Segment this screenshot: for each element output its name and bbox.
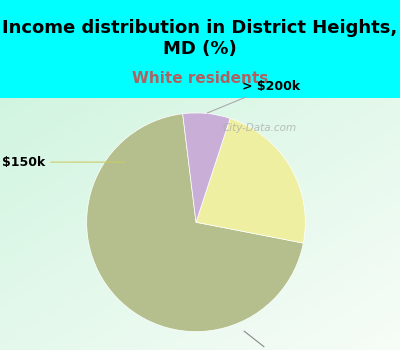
Wedge shape (183, 113, 230, 222)
Text: Income distribution in District Heights,
MD (%): Income distribution in District Heights,… (2, 19, 398, 58)
Text: > $200k: > $200k (207, 80, 300, 113)
Wedge shape (196, 118, 305, 243)
Text: City-Data.com: City-Data.com (222, 123, 296, 133)
Wedge shape (87, 114, 303, 331)
Text: $150k: $150k (2, 156, 126, 169)
Text: White residents: White residents (132, 71, 268, 86)
Text: $100k: $100k (244, 331, 300, 350)
